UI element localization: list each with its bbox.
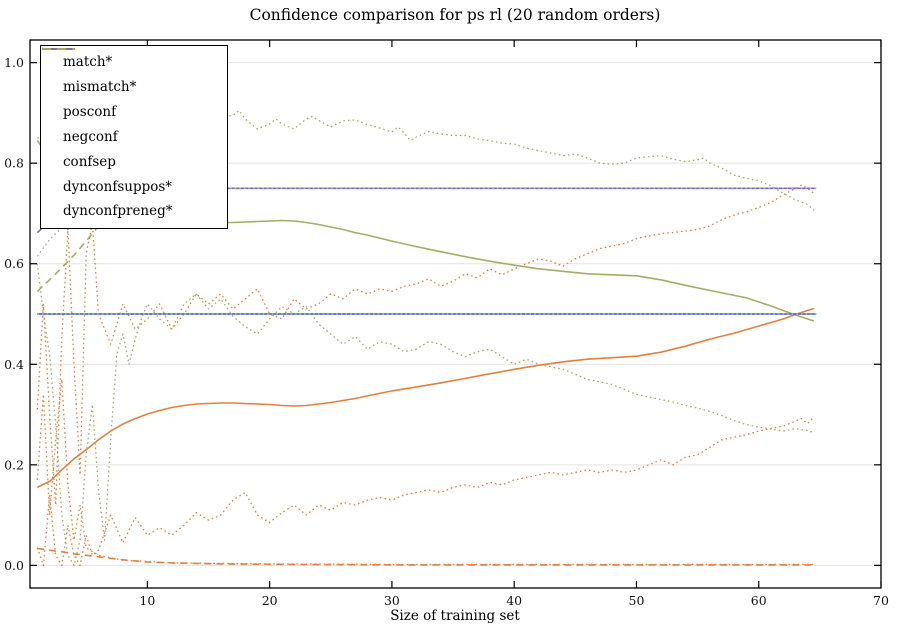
series-match-std-band-lower-	[36, 416, 815, 567]
y-tick-label: 0.6	[4, 256, 24, 271]
legend: match* mismatch* posconf negconf confsep dync…	[40, 45, 228, 229]
y-tick-label: 0.0	[4, 558, 24, 573]
legend-item-dynconfsuppos-: dynconfsuppos*	[41, 48, 227, 195]
x-axis-label: Size of training set	[390, 608, 520, 624]
legend-label: dynconfsuppos*	[63, 178, 173, 195]
legend-label: dynconfpreneg*	[63, 203, 173, 220]
legend-item-posconf: posconf	[41, 48, 227, 121]
legend-label: confsep	[63, 153, 116, 170]
x-tick-label: 30	[384, 593, 400, 608]
x-tick-label: 20	[262, 593, 278, 608]
legend-label: negconf	[63, 128, 118, 145]
series-match-std-band-upper-	[36, 184, 815, 506]
legend-label: match*	[63, 54, 113, 71]
series-mismatch-std-band-upper-	[37, 109, 815, 211]
legend-item-mismatch-: mismatch*	[41, 48, 227, 96]
legend-line-sample	[42, 48, 75, 50]
legend-item-negconf: negconf	[41, 48, 227, 145]
x-tick-label: 10	[139, 593, 155, 608]
legend-item-dynconfpreneg-: dynconfpreneg*	[41, 48, 227, 220]
x-tick-label: 50	[629, 593, 645, 608]
series-dynconfsuppos-	[37, 547, 814, 566]
y-tick-label: 0.2	[4, 457, 24, 472]
x-tick-label: 60	[751, 593, 767, 608]
series-mismatch-std-band-lower-	[36, 263, 814, 567]
legend-label: mismatch*	[63, 79, 137, 96]
y-tick-label: 0.8	[4, 156, 24, 171]
legend-item-confsep: confsep	[41, 48, 227, 170]
legend-label: posconf	[63, 104, 117, 121]
y-tick-label: 1.0	[4, 55, 24, 70]
legend-item-match-: match*	[41, 48, 227, 71]
y-tick-label: 0.4	[4, 357, 24, 372]
series-dynconfsuppos-std-band-upper-	[36, 378, 814, 566]
chart-title: Confidence comparison for ps rl (20 rand…	[250, 6, 661, 24]
series-match-	[36, 307, 815, 489]
plot-border	[29, 39, 882, 589]
x-tick-label: 70	[873, 593, 889, 608]
x-tick-label: 40	[506, 593, 522, 608]
